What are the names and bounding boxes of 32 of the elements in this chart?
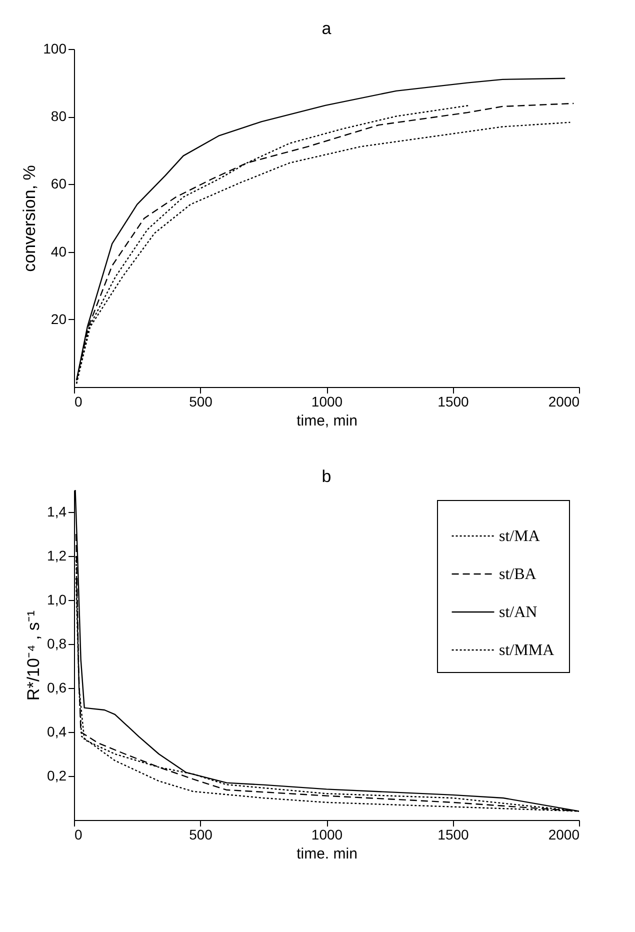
chart-title: a <box>322 19 332 38</box>
y-axis-title: R*/10⁻⁴ , s⁻¹ <box>24 610 44 701</box>
y-tick-label: 40 <box>50 243 67 260</box>
y-tick-label: 0,6 <box>47 680 67 696</box>
x-axis-title: time, min <box>296 412 358 430</box>
chart-title: b <box>322 467 332 486</box>
y-tick-label: 0,2 <box>47 768 67 784</box>
y-axis-title: conversion, % <box>20 165 40 272</box>
y-tick-label: 0,4 <box>47 724 67 740</box>
x-tick-label: 1000 <box>311 394 343 410</box>
x-tick-label: 1500 <box>438 826 470 842</box>
y-tick-label: 100 <box>43 40 67 56</box>
y-tick-label: 60 <box>50 176 67 192</box>
x-tick-label: 1000 <box>311 826 343 842</box>
x-tick-label: 0 <box>74 394 82 410</box>
y-tick-label: 1,4 <box>47 504 67 520</box>
legend-label: st/MMA <box>499 642 555 659</box>
y-tick-label: 0,8 <box>47 636 67 652</box>
y-tick-label: 1,2 <box>47 548 67 564</box>
x-tick-label: 2000 <box>548 826 580 842</box>
x-tick-label: 500 <box>189 394 213 410</box>
legend-label: st/BA <box>499 566 537 583</box>
x-tick-label: 1500 <box>438 394 470 410</box>
legend-label: st/MA <box>499 528 540 545</box>
y-tick-label: 1,0 <box>47 592 67 608</box>
x-tick-label: 0 <box>74 826 82 842</box>
y-tick-label: 80 <box>50 108 67 124</box>
x-axis-title: time. min <box>296 846 358 862</box>
x-tick-label: 2000 <box>548 394 580 410</box>
legend-label: st/AN <box>499 604 538 621</box>
x-tick-label: 500 <box>189 826 213 842</box>
y-tick-label: 20 <box>50 310 67 327</box>
